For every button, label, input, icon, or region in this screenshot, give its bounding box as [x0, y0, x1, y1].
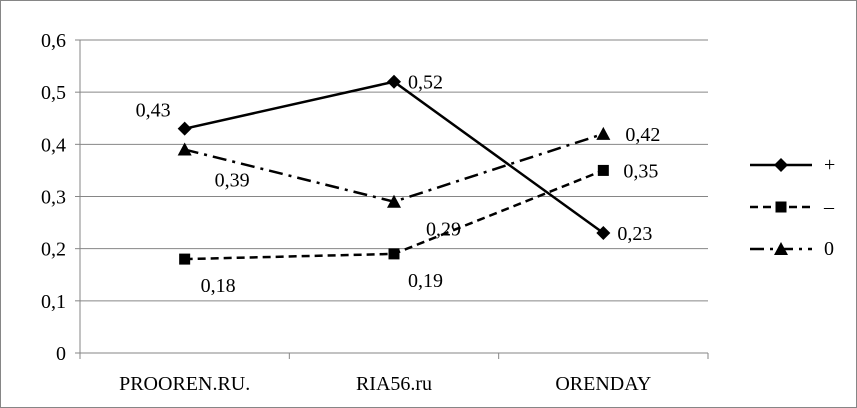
- legend-label: +: [824, 154, 835, 176]
- y-tick-labels: 0 0,1 0,2 0,3 0,4 0,5 0,6: [41, 30, 66, 365]
- y-tick-label: 0,5: [41, 82, 66, 104]
- legend-label: –: [823, 196, 835, 218]
- x-tick-label: PROOREN.RU.: [119, 373, 250, 395]
- y-tick-label: 0,3: [41, 187, 66, 209]
- data-point: [388, 248, 400, 260]
- data-label: 0,52: [408, 72, 443, 94]
- data-label: 0,42: [625, 124, 660, 146]
- y-tick-label: 0,6: [41, 30, 66, 52]
- data-label: 0,18: [201, 275, 236, 297]
- legend-marker: [774, 158, 788, 172]
- y-tick-label: 0,4: [41, 134, 66, 156]
- data-point: [177, 121, 192, 136]
- axes: [75, 39, 709, 359]
- data-label: 0,29: [426, 219, 461, 241]
- x-tick-label: ORENDAY: [555, 373, 651, 395]
- data-point: [597, 164, 609, 176]
- data-label: 0,19: [408, 270, 443, 292]
- legend-marker: [774, 242, 788, 255]
- x-tick-label: RIA56.ru: [356, 373, 432, 395]
- x-tick-labels: PROOREN.RU. RIA56.ru ORENDAY: [119, 373, 651, 395]
- data-point: [596, 226, 611, 241]
- data-label: 0,35: [623, 160, 658, 182]
- data-point: [596, 126, 611, 140]
- data-point: [177, 142, 192, 156]
- data-point: [387, 74, 401, 89]
- y-tick-label: 0,1: [41, 291, 66, 313]
- series-group: [177, 74, 611, 265]
- legend-marker: [775, 201, 787, 213]
- legend-label: 0: [824, 238, 834, 260]
- data-label: 0,23: [617, 223, 652, 245]
- y-tick-label: 0: [56, 343, 66, 365]
- data-point: [179, 253, 191, 265]
- data-point: [387, 194, 401, 208]
- y-tick-label: 0,2: [41, 239, 66, 261]
- data-label: 0,43: [136, 100, 171, 122]
- gridlines: [80, 39, 708, 302]
- data-labels: 0,43 0,52 0,23 0,18 0,19 0,35 0,39 0,29 0,42: [136, 72, 661, 297]
- legend: + – 0: [750, 154, 835, 260]
- series-line-0: [184, 80, 605, 235]
- data-label: 0,39: [215, 170, 250, 192]
